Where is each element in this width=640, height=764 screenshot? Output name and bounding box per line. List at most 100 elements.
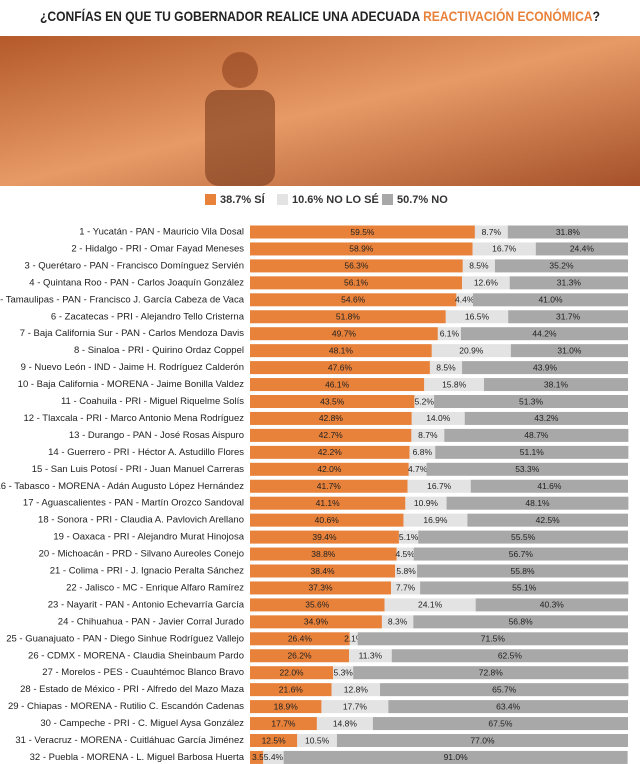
photo-figure: [222, 52, 258, 88]
bar-segment: [331, 683, 381, 697]
value-label: 41.6%: [537, 481, 562, 491]
value-label: 37.3%: [308, 583, 333, 593]
bar-segment: [250, 513, 404, 527]
bar-segment: [509, 276, 628, 290]
value-label: 31.7%: [556, 312, 581, 322]
bar-segment: [250, 717, 317, 731]
bar-segment: [456, 293, 474, 307]
value-label: 63.4%: [496, 701, 521, 711]
bar-segment: [407, 479, 471, 493]
bar-segment: [250, 327, 438, 341]
bar-segment: [250, 361, 430, 375]
bar-segment: [403, 513, 468, 527]
bar-segment: [535, 242, 628, 256]
value-label: 21.6%: [279, 684, 304, 694]
bar-segment: [396, 547, 414, 561]
value-label: 16.7%: [427, 481, 452, 491]
bar-segment: [250, 547, 397, 561]
bar-segment: [445, 310, 509, 324]
bar-segment: [494, 259, 628, 273]
bar-segment: [424, 378, 484, 392]
value-label: 42.0%: [317, 464, 342, 474]
bar-segment: [321, 700, 389, 714]
bar-segment: [462, 361, 628, 375]
category-label: 32 - Puebla - MORENA - L. Miguel Barbosa…: [30, 752, 245, 763]
value-label: 71.5%: [481, 634, 506, 644]
bar-segment: [250, 734, 298, 747]
bar-segment: [390, 581, 421, 595]
value-label: 54.6%: [341, 295, 366, 305]
value-label: 31.3%: [557, 278, 582, 288]
value-label: 62.5%: [498, 651, 523, 661]
value-label: 3.5%: [252, 752, 272, 762]
value-label: 91.0%: [444, 752, 469, 762]
value-label: 38.8%: [311, 549, 336, 559]
bar-segment: [250, 310, 446, 324]
bar-segment: [353, 666, 629, 680]
bar-segment: [474, 225, 508, 239]
category-label: 12 - Tlaxcala - PRI - Marco Antonio Mena…: [23, 413, 244, 424]
value-label: 15.8%: [442, 379, 467, 389]
value-label: 56.1%: [344, 278, 369, 288]
bar-segment: [250, 293, 457, 307]
value-label: 43.9%: [533, 362, 558, 372]
value-label: 43.5%: [320, 396, 345, 406]
category-label: 13 - Durango - PAN - José Rosas Aispuro: [69, 430, 244, 441]
value-label: 35.2%: [549, 261, 574, 271]
category-label: 24 - Chihuahua - PAN - Javier Corral Jur…: [58, 616, 244, 627]
bar-segment: [405, 496, 447, 510]
bar-segment: [398, 530, 419, 544]
bar-segment: [349, 632, 358, 646]
value-label: 43.2%: [534, 413, 559, 423]
bar-segment: [250, 530, 399, 544]
bar-segment: [446, 496, 629, 510]
bar-segment: [429, 361, 463, 375]
bar-segment: [444, 428, 629, 442]
bar-segment: [460, 327, 628, 341]
bar-segment: [250, 344, 432, 358]
bar-segment: [431, 344, 511, 358]
bar-segment: [508, 310, 628, 324]
bar-segment: [437, 327, 461, 341]
bar-segment: [250, 242, 473, 256]
bar-segment: [464, 411, 628, 425]
value-label: 10.9%: [414, 498, 439, 508]
bar-segment: [414, 395, 435, 408]
value-label: 59.5%: [350, 227, 375, 237]
value-label: 34.9%: [304, 617, 329, 627]
bar-segment: [250, 479, 408, 493]
value-label: 8.7%: [482, 227, 502, 237]
value-label: 7.7%: [396, 583, 416, 593]
value-label: 55.8%: [510, 566, 535, 576]
value-label: 22.0%: [280, 667, 305, 677]
value-label: 51.3%: [519, 396, 544, 406]
value-label: 6.8%: [413, 447, 433, 457]
legend-label: 10.6% NO LO SÉ: [292, 193, 379, 206]
value-label: 8.3%: [388, 617, 408, 627]
bar-segment: [434, 395, 628, 408]
category-label: 1 - Yucatán - PAN - Mauricio Vila Dosal: [79, 227, 244, 238]
category-label: 20 - Michoacán - PRD - Silvano Aureoles …: [39, 549, 244, 560]
bar-segment: [250, 276, 463, 290]
category-label: 2 - Hidalgo - PRI - Omar Fayad Meneses: [71, 243, 244, 254]
value-label: 16.5%: [465, 312, 490, 322]
bar-segment: [250, 649, 350, 663]
value-label: 16.9%: [423, 515, 448, 525]
bar-segment: [411, 428, 445, 442]
chart-title: ¿CONFÍAS EN QUE TU GOBERNADOR REALICE UN…: [40, 7, 600, 24]
bar-segment: [411, 411, 465, 425]
title-part: ¿CONFÍAS EN QUE TU GOBERNADOR REALICE UN…: [40, 8, 420, 24]
bar-segment: [472, 242, 536, 256]
value-label: 35.6%: [305, 600, 330, 610]
value-label: 47.6%: [328, 362, 353, 372]
category-label: 9 - Nuevo León - IND - Jaime H. Rodrígue…: [21, 362, 244, 373]
value-label: 44.2%: [532, 328, 557, 338]
value-label: 8.5%: [436, 362, 456, 372]
bar-segment: [413, 547, 628, 561]
bar-segment: [462, 276, 510, 290]
value-label: 26.4%: [288, 634, 313, 644]
value-label: 48.1%: [525, 498, 550, 508]
category-label: 8 - Sinaloa - PRI - Quirino Ordaz Coppel: [74, 345, 244, 356]
bar-segment: [250, 445, 410, 459]
value-label: 55.5%: [511, 532, 536, 542]
